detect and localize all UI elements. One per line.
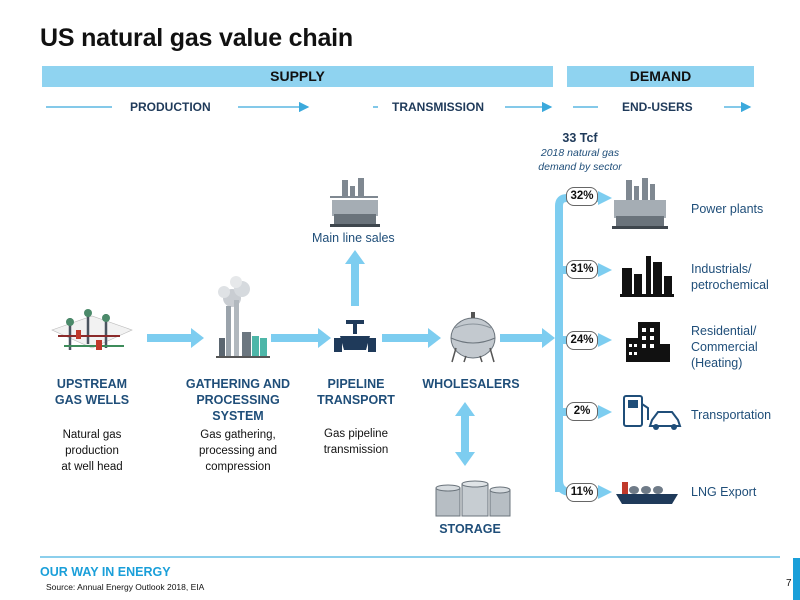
page-title: US natural gas value chain (40, 24, 353, 52)
pipeline-desc-1: Gas pipeline (324, 428, 388, 440)
gathering-line-2: PROCESSING (196, 393, 280, 407)
upstream-desc-1: Natural gas (62, 429, 122, 441)
enduser-power-plants: Power plants (691, 201, 763, 217)
enduser-transportation: Transportation (691, 407, 771, 423)
pipeline-line-2: TRANSPORT (317, 393, 395, 407)
power-plant-icon (612, 178, 668, 229)
gathering-line-1: GATHERING AND (185, 377, 291, 391)
pct-power-plants: 32% (566, 187, 598, 206)
gathering-label: GATHERING AND PROCESSING SYSTEM (178, 376, 298, 424)
upstream-desc-2: production (65, 445, 119, 457)
enduser-industrials: Industrials/ petrochemical (691, 261, 769, 293)
enduser-lng-export: LNG Export (691, 484, 756, 500)
source-note: Source: Annual Energy Outlook 2018, EIA (46, 582, 205, 592)
supply-band: SUPPLY (42, 66, 553, 87)
gathering-line-3: SYSTEM (212, 409, 264, 423)
storage-label: STORAGE (439, 522, 501, 536)
pct-residential: 24% (566, 331, 598, 350)
processing-plant-icon (216, 276, 270, 358)
demand-caption-1: 2018 natural gas (540, 147, 620, 159)
fuel-pump-car-icon (623, 395, 682, 430)
spherical-tank-icon (450, 312, 496, 363)
residential-label-3: (Heating) (691, 356, 743, 370)
industrials-label-1: Industrials/ (691, 262, 752, 276)
storage-tanks-icon (435, 480, 511, 517)
pipeline-description: Gas pipeline transmission (306, 426, 406, 458)
upstream-desc-3: at well head (61, 461, 123, 473)
pipeline-desc-2: transmission (323, 444, 389, 456)
pct-industrials: 31% (566, 260, 598, 279)
residential-label-2: Commercial (691, 340, 758, 354)
pipeline-label: PIPELINE TRANSPORT (306, 376, 406, 408)
stage-end-users: END-USERS (622, 100, 693, 114)
footer-brand: OUR WAY IN ENERGY (40, 565, 171, 579)
gas-wells-icon (51, 309, 133, 350)
enduser-residential: Residential/ Commercial (Heating) (691, 323, 758, 371)
transportation-label: Transportation (691, 408, 772, 422)
demand-caption-2: demand by sector (538, 161, 622, 173)
residential-label-1: Residential/ (691, 324, 757, 338)
wholesalers-label: WHOLESALERS (422, 377, 520, 391)
upstream-label: UPSTREAM GAS WELLS (40, 376, 144, 408)
demand-total: 33 Tcf (562, 131, 598, 145)
gathering-desc-2: processing and (199, 445, 277, 457)
gathering-desc-1: Gas gathering, (200, 429, 276, 441)
power-plants-label: Power plants (691, 202, 764, 216)
power-plant-icon-mainline (330, 178, 380, 227)
upstream-line-2: GAS WELLS (54, 393, 130, 407)
upstream-description: Natural gas production at well head (40, 427, 144, 475)
pct-lng-export: 11% (566, 483, 598, 502)
flow-arrows (147, 250, 555, 466)
upstream-line-1: UPSTREAM (56, 377, 128, 391)
lng-tanker-icon (616, 482, 678, 504)
pipeline-valve-icon (334, 320, 376, 352)
industrials-label-2: petrochemical (691, 278, 769, 292)
demand-summary: 33 Tcf 2018 natural gas demand by sector (530, 130, 630, 174)
lng-export-label: LNG Export (691, 485, 757, 499)
demand-band: DEMAND (567, 66, 754, 87)
stage-transmission: TRANSMISSION (392, 100, 485, 114)
gathering-desc-3: compression (205, 461, 271, 473)
page-number: 7 (786, 578, 792, 589)
gathering-description: Gas gathering, processing and compressio… (178, 427, 298, 475)
corner-accent (793, 558, 800, 600)
pipeline-line-1: PIPELINE (327, 377, 385, 391)
main-line-sales-label: Main line sales (312, 231, 395, 245)
building-icon (626, 322, 670, 362)
industrial-plant-icon (620, 256, 674, 297)
stage-production: PRODUCTION (130, 100, 211, 114)
pct-transportation: 2% (566, 402, 598, 421)
bracket-arrowheads (598, 191, 612, 499)
